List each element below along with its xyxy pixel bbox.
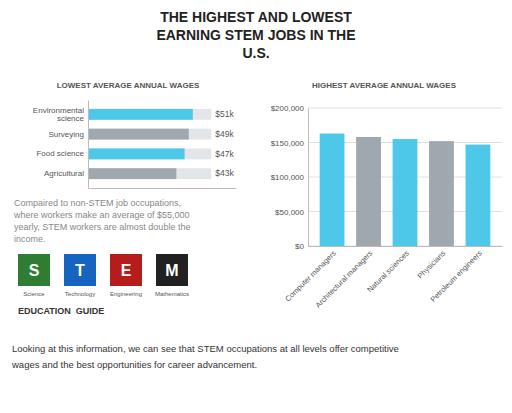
data-label: $51k: [215, 109, 234, 119]
bar: [88, 168, 176, 179]
tick: Natural sciences: [365, 246, 411, 294]
tick-label: Agricultural: [44, 169, 84, 178]
footer-text: wages and the best opportunities for car…: [11, 359, 257, 370]
tick-label: Food science: [36, 149, 84, 158]
bar-track: [88, 129, 211, 140]
x-axis: Computer managersArchitectural managersN…: [283, 246, 502, 310]
logo-subtitle: Engineering: [110, 291, 142, 297]
tick: Food science: [36, 149, 88, 158]
infographic: THE HIGHEST AND LOWESTEARNING STEM JOBS …: [0, 0, 512, 413]
tick: $150,000: [271, 139, 308, 148]
tick-label: $150,000: [271, 139, 305, 148]
tick-label: Petroleum engineers: [428, 248, 483, 303]
axis-domain: [89, 188, 237, 189]
data-label: $43k: [215, 168, 234, 178]
axis-domain: [308, 109, 309, 247]
logo-box: [64, 254, 96, 286]
tick: Architectural managers: [313, 246, 374, 310]
y-axis: $0 $50,000 $100,000 $150,000 $200,000: [271, 104, 309, 251]
tick-label: Environmentalscience: [33, 105, 85, 123]
grid: [308, 108, 502, 246]
logo-subtitle: Technology: [65, 291, 95, 297]
annotation: Compaired to non-STEM job occupations,wh…: [13, 198, 190, 244]
tick: $200,000: [271, 104, 308, 113]
tick: $100,000: [271, 173, 308, 182]
tick-label: Physicians: [416, 248, 448, 280]
tick-label: $100,000: [271, 173, 305, 182]
tick: Physicians: [416, 246, 448, 280]
tick-label: Architectural managers: [313, 248, 374, 309]
footer-text: Looking at this information, we can see …: [12, 343, 399, 354]
logo-letter: T: [75, 262, 85, 279]
tick: $50,000: [275, 208, 308, 217]
tick-label: Natural sciences: [365, 248, 411, 294]
bar: [88, 109, 193, 120]
bar: [429, 141, 454, 246]
logo: S Science T Technology E Engineering M Mathemat…: [18, 254, 189, 316]
axis-domain: [88, 101, 89, 189]
chart-title: LOWEST AVERAGE ANNUAL WAGES: [57, 81, 200, 90]
axis-domain: [309, 246, 503, 247]
bar: [88, 129, 189, 140]
logo-subtitle: Mathematics: [155, 291, 189, 297]
tick: $0: [295, 242, 308, 251]
x-axis: [89, 188, 237, 189]
logo-box: [156, 254, 188, 286]
tick-label: Surveying: [48, 130, 84, 139]
plot-area: [88, 109, 211, 179]
bar: [320, 134, 345, 246]
bar: [393, 139, 418, 246]
logo-letter: M: [165, 262, 178, 279]
bar: [466, 145, 491, 246]
bar-track: [88, 109, 211, 120]
logo-box: [110, 254, 142, 286]
logo-subtitle: Science: [23, 291, 45, 297]
logo-letter: E: [121, 262, 132, 279]
tick: Environmentalscience: [33, 105, 88, 123]
tick-label: $0: [295, 242, 304, 251]
logo-letter: S: [29, 262, 40, 279]
tick-label: $200,000: [271, 104, 305, 113]
bar: [356, 137, 381, 246]
grid-line: [308, 108, 502, 109]
data-label: $49k: [215, 129, 234, 139]
tick: Agricultural: [44, 169, 88, 178]
y-axis: Environmentalscience Surveying Food scienc…: [33, 101, 89, 189]
tick-label: $50,000: [275, 208, 304, 217]
tick: Surveying: [48, 130, 88, 139]
chart-title: HIGHEST AVERAGE ANNUAL WAGES: [312, 81, 457, 90]
bar: [88, 148, 185, 159]
data-label: $47k: [215, 149, 234, 159]
tick: Petroleum engineers: [428, 246, 483, 304]
plot-area: [320, 134, 491, 246]
bar-track: [88, 148, 211, 159]
title: THE HIGHEST AND LOWESTEARNING STEM JOBS …: [156, 9, 355, 61]
logo-box: [18, 254, 50, 286]
bar-track: [88, 168, 211, 179]
logo-caption: EDUCATION GUIDE: [18, 306, 104, 316]
